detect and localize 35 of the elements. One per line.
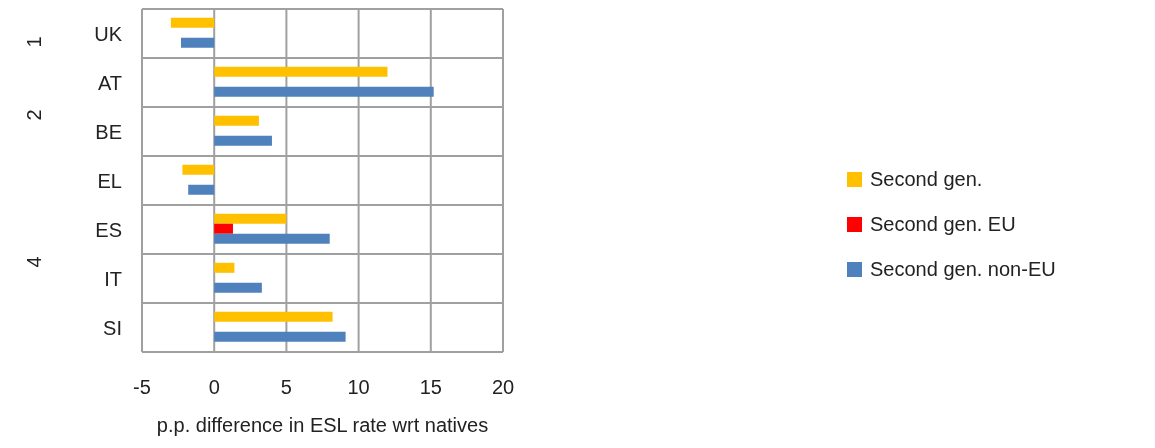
bar (214, 233, 330, 244)
x-tick-label: 20 (491, 376, 515, 399)
bar (214, 115, 259, 126)
x-tick-label: 10 (347, 376, 370, 399)
x-tick-label: -5 (133, 376, 151, 399)
y-tick-label: IT (104, 267, 122, 290)
y-tick-label: EL (97, 169, 122, 192)
bar (180, 37, 215, 48)
bar (214, 331, 346, 342)
legend-label: Second gen. (870, 167, 983, 191)
text: 4 (22, 255, 46, 270)
bar (214, 135, 272, 146)
x-tick-label: 5 (280, 376, 292, 399)
bar (214, 66, 388, 77)
x-tick-label: 15 (419, 376, 442, 399)
text: 1 (22, 34, 46, 50)
bar (214, 282, 262, 293)
legend-label: Second gen. EU (870, 212, 1016, 236)
bar (214, 223, 233, 234)
y-tick-label: SI (103, 316, 122, 339)
bar (214, 262, 235, 273)
bar (188, 184, 215, 195)
y-tick-label: ES (95, 218, 122, 241)
bar (182, 164, 215, 175)
text: 2 (22, 108, 46, 123)
y-tick-label: AT (97, 71, 122, 94)
bar (214, 213, 287, 224)
bar (214, 86, 434, 97)
bar (170, 17, 215, 28)
y-tick-label: BE (95, 120, 122, 143)
y-tick-label: UK (94, 22, 123, 45)
x-axis-title: p.p. difference in ESL rate wrt natives (156, 414, 489, 436)
legend-label: Second gen. non-EU (870, 257, 1056, 281)
bar (214, 311, 333, 322)
x-tick-label: 0 (208, 376, 220, 399)
